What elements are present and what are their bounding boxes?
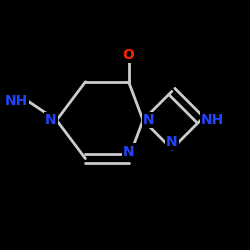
- Text: N: N: [143, 113, 155, 127]
- Text: N: N: [123, 144, 134, 158]
- Text: N: N: [45, 113, 56, 127]
- Text: NH: NH: [200, 113, 224, 127]
- Text: N: N: [166, 135, 177, 149]
- Text: NH: NH: [4, 94, 28, 108]
- Text: O: O: [123, 48, 134, 62]
